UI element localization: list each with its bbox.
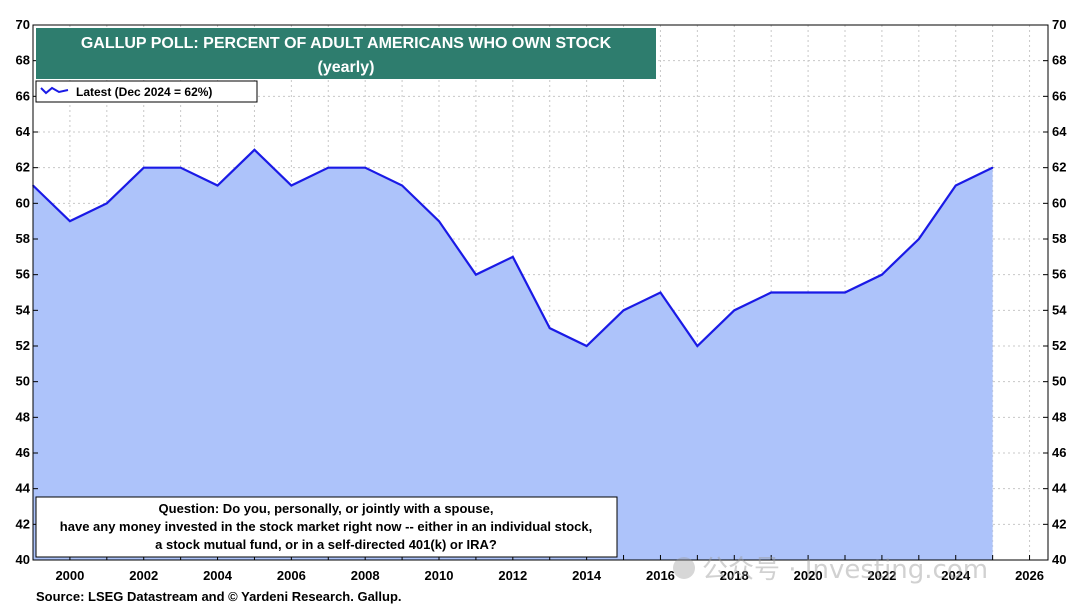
y-tick-label-left: 50 <box>16 374 30 389</box>
data-point <box>733 309 736 312</box>
x-tick-label: 2016 <box>646 568 675 583</box>
y-axis-left: 40 42 44 46 48 50 52 54 56 58 60 62 64 66 68 70 <box>16 17 38 567</box>
y-tick-label-right: 58 <box>1052 231 1066 246</box>
title-background <box>36 28 656 79</box>
y-tick-label-left: 60 <box>16 195 30 210</box>
data-point <box>881 273 883 276</box>
area-layer <box>33 149 993 561</box>
x-tick-label: 2022 <box>867 568 896 583</box>
x-tick-label: 2024 <box>941 568 971 583</box>
y-tick-label-right: 42 <box>1052 516 1066 531</box>
y-tick-label-left: 52 <box>16 338 30 353</box>
y-tick-label-right: 46 <box>1052 445 1066 460</box>
y-tick-label-left: 58 <box>16 231 30 246</box>
y-tick-label-left: 64 <box>16 124 31 139</box>
line-layer <box>32 148 994 348</box>
x-tick-label: 2004 <box>203 568 233 583</box>
y-tick-label-left: 44 <box>16 481 31 496</box>
x-tick-label: 2000 <box>55 568 84 583</box>
y-tick-label-right: 60 <box>1052 195 1066 210</box>
x-tick-label: 2018 <box>720 568 749 583</box>
y-tick-label-right: 66 <box>1052 88 1066 103</box>
y-tick-label-left: 46 <box>16 445 30 460</box>
data-point <box>807 291 809 294</box>
y-tick-label-right: 52 <box>1052 338 1066 353</box>
data-point <box>69 220 71 222</box>
chart-title: GALLUP POLL: PERCENT OF ADULT AMERICANS … <box>81 35 612 52</box>
legend-swatch-icon <box>40 86 69 95</box>
data-point <box>696 345 699 347</box>
legend-box <box>35 80 258 103</box>
x-tick-label: 2010 <box>425 568 454 583</box>
data-point <box>991 166 994 169</box>
x-tick-label: 2006 <box>277 568 306 583</box>
y-tick-label-right: 64 <box>1052 124 1067 139</box>
x-tick-label: 2008 <box>351 568 380 583</box>
y-tick-label-right: 48 <box>1052 409 1066 424</box>
data-point <box>954 184 957 187</box>
annotation-line-1: Question: Do you, personally, or jointly… <box>159 501 494 516</box>
data-point <box>659 291 662 294</box>
data-point <box>585 345 588 347</box>
x-tick-label: 2014 <box>572 568 602 583</box>
watermark: 公众号 · Investing.com <box>673 555 988 585</box>
question-annotation: Question: Do you, personally, or jointly… <box>35 496 618 558</box>
data-point <box>179 166 182 169</box>
plot-border <box>32 24 1049 561</box>
data-point <box>918 238 920 240</box>
legend: Latest (Dec 2024 = 62%) <box>35 80 258 103</box>
series-area <box>33 149 993 561</box>
data-point <box>548 327 551 329</box>
y-axis-right: 40 42 44 46 48 50 52 54 56 58 60 62 64 66 68 70 <box>1043 17 1067 567</box>
data-point <box>327 166 330 169</box>
data-point <box>512 256 514 258</box>
data-point <box>253 149 256 151</box>
x-tick-label: 2002 <box>129 568 158 583</box>
data-point <box>106 202 108 205</box>
x-tick-label: 2012 <box>498 568 527 583</box>
source-note: Source: LSEG Datastream and © Yardeni Re… <box>36 589 402 604</box>
x-tick-label: 2020 <box>794 568 823 583</box>
y-tick-label-right: 50 <box>1052 374 1066 389</box>
y-tick-label-left: 40 <box>16 552 30 567</box>
data-point <box>770 291 772 294</box>
y-tick-label-left: 48 <box>16 409 30 424</box>
y-tick-label-right: 54 <box>1052 302 1067 317</box>
annotation-box <box>35 496 618 558</box>
y-tick-label-left: 56 <box>16 267 30 282</box>
annotation-line-3: a stock mutual fund, or in a self-direct… <box>155 537 497 552</box>
chart-subtitle: (yearly) <box>318 59 375 76</box>
title-box: GALLUP POLL: PERCENT OF ADULT AMERICANS … <box>36 28 656 79</box>
data-point <box>844 291 846 294</box>
wechat-icon <box>673 557 695 579</box>
y-tick-label-left: 54 <box>16 302 31 317</box>
y-tick-label-left: 66 <box>16 88 30 103</box>
y-tick-label-right: 40 <box>1052 552 1066 567</box>
data-point <box>290 184 293 187</box>
annotation-line-2: have any money invested in the stock mar… <box>60 519 592 534</box>
y-tick-label-right: 56 <box>1052 267 1066 282</box>
legend-entry: Latest (Dec 2024 = 62%) <box>76 85 212 99</box>
y-tick-label-left: 42 <box>16 516 30 531</box>
watermark-text: 公众号 · Investing.com <box>702 555 988 585</box>
data-point <box>438 220 440 222</box>
y-tick-label-right: 44 <box>1052 481 1067 496</box>
x-tick-label: 2026 <box>1015 568 1044 583</box>
data-point <box>622 309 625 312</box>
y-tick-label-right: 68 <box>1052 53 1066 68</box>
y-tick-label-left: 70 <box>16 17 30 32</box>
data-point <box>142 166 145 169</box>
y-tick-label-left: 68 <box>16 53 30 68</box>
y-tick-label-left: 62 <box>16 160 30 175</box>
data-point <box>364 166 366 169</box>
data-point <box>216 184 219 187</box>
y-tick-label-right: 62 <box>1052 160 1066 175</box>
data-point <box>401 184 403 187</box>
y-tick-label-right: 70 <box>1052 17 1066 32</box>
data-point <box>475 273 477 276</box>
